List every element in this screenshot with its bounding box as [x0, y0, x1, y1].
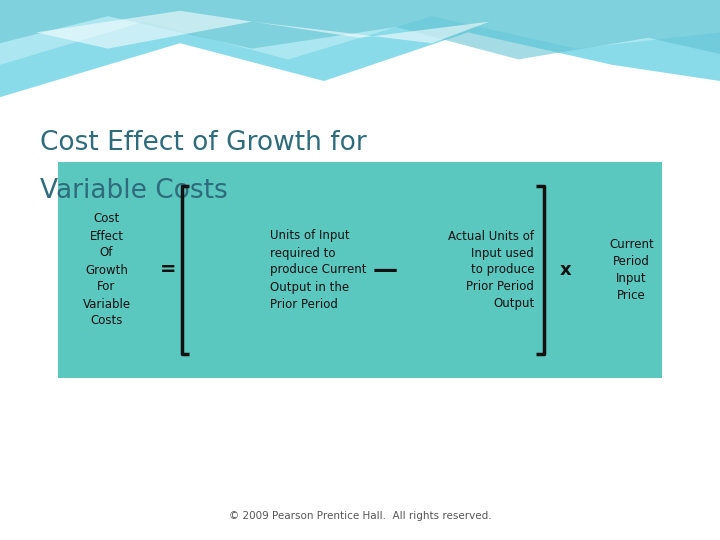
Polygon shape	[0, 0, 720, 65]
FancyBboxPatch shape	[58, 162, 662, 378]
Text: —: —	[373, 258, 397, 282]
Polygon shape	[0, 0, 720, 59]
Polygon shape	[0, 0, 720, 97]
Text: Cost Effect of Growth for: Cost Effect of Growth for	[40, 130, 366, 156]
Polygon shape	[36, 11, 490, 49]
Text: © 2009 Pearson Prentice Hall.  All rights reserved.: © 2009 Pearson Prentice Hall. All rights…	[229, 511, 491, 521]
Text: Actual Units of
Input used
to produce
Prior Period
Output: Actual Units of Input used to produce Pr…	[449, 230, 534, 310]
Text: Current
Period
Input
Price: Current Period Input Price	[609, 238, 654, 302]
Text: x: x	[559, 261, 571, 279]
Text: Cost
Effect
Of
Growth
For
Variable
Costs: Cost Effect Of Growth For Variable Costs	[83, 213, 130, 327]
Text: =: =	[160, 260, 176, 280]
Text: Variable Costs: Variable Costs	[40, 178, 228, 204]
Text: Units of Input
required to
produce Current
Output in the
Prior Period: Units of Input required to produce Curre…	[270, 230, 366, 310]
